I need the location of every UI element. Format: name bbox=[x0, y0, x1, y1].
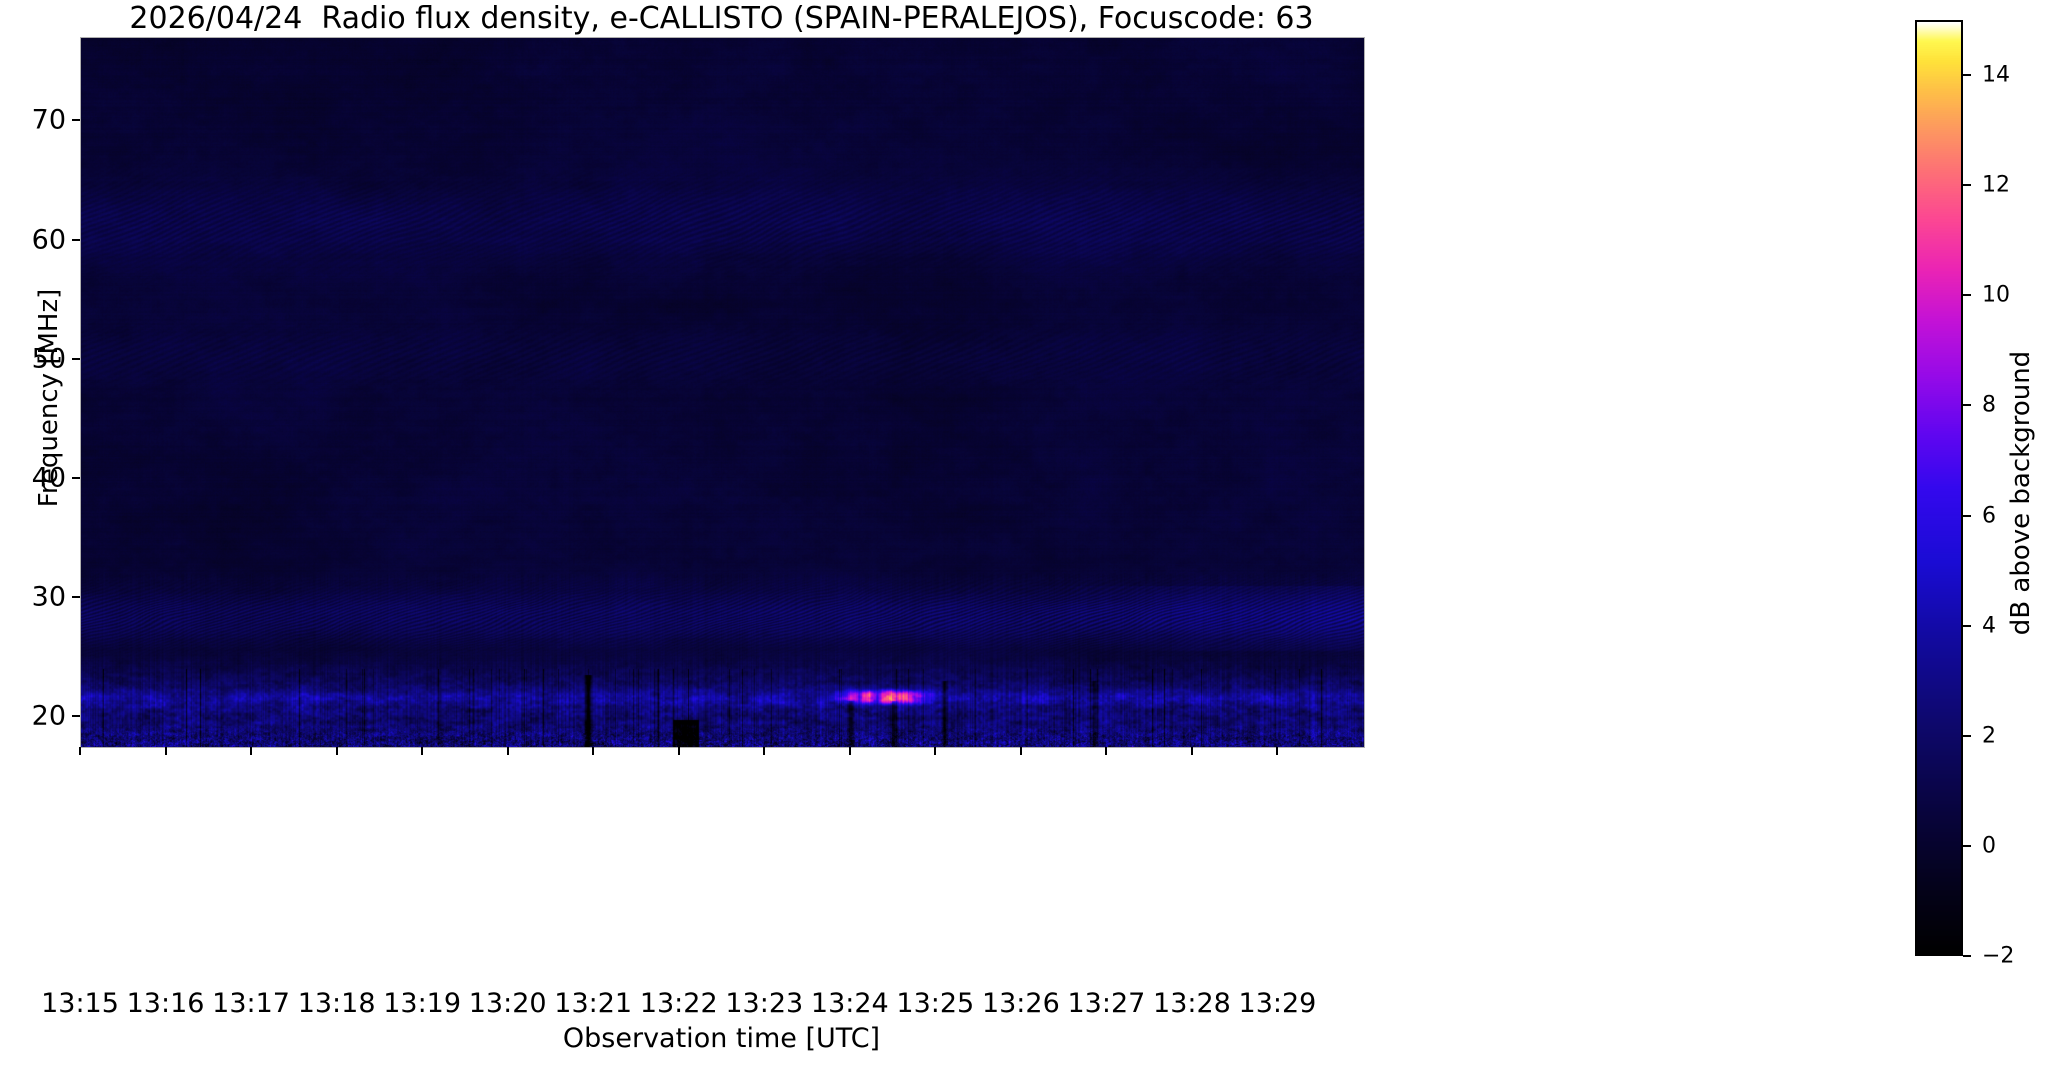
colorbar[interactable] bbox=[1915, 20, 1963, 956]
x-tick-mark bbox=[335, 747, 338, 755]
x-tick-mark bbox=[1019, 747, 1022, 755]
x-tick-label: 13:20 bbox=[468, 988, 547, 1019]
colorbar-tick-label: 0 bbox=[1982, 833, 1996, 859]
y-tick-mark bbox=[72, 119, 80, 122]
y-tick-label: 50 bbox=[31, 343, 66, 375]
x-tick-label: 13:23 bbox=[725, 988, 804, 1019]
x-tick-mark bbox=[250, 747, 253, 755]
y-tick-mark bbox=[72, 596, 80, 599]
colorbar-tick-mark bbox=[1963, 404, 1971, 407]
x-tick-label: 13:25 bbox=[896, 988, 975, 1019]
x-tick-label: 13:16 bbox=[126, 988, 205, 1019]
colorbar-tick-label: 4 bbox=[1982, 613, 1996, 639]
x-tick-label: 13:26 bbox=[981, 988, 1060, 1019]
y-tick-mark bbox=[72, 357, 80, 360]
x-tick-mark bbox=[848, 747, 851, 755]
page-title: 2026/04/24 Radio flux density, e-CALLIST… bbox=[129, 1, 1314, 36]
y-tick-mark bbox=[72, 476, 80, 479]
spectrogram-image bbox=[81, 38, 1364, 747]
x-tick-label: 13:15 bbox=[41, 988, 119, 1019]
y-tick-label: 60 bbox=[31, 224, 66, 256]
colorbar-tick-mark bbox=[1963, 734, 1971, 737]
colorbar-tick-mark bbox=[1963, 844, 1971, 847]
colorbar-gradient bbox=[1917, 22, 1961, 954]
y-tick-label: 20 bbox=[31, 700, 66, 732]
y-tick-mark bbox=[72, 238, 80, 241]
y-tick-label: 30 bbox=[31, 581, 66, 613]
x-tick-label: 13:24 bbox=[810, 988, 889, 1019]
y-tick-label: 40 bbox=[31, 462, 66, 494]
x-tick-label: 13:27 bbox=[1067, 988, 1146, 1019]
colorbar-tick-label: 10 bbox=[1982, 282, 2010, 308]
x-tick-mark bbox=[164, 747, 167, 755]
x-tick-mark bbox=[1276, 747, 1279, 755]
x-tick-label: 13:22 bbox=[639, 988, 718, 1019]
colorbar-label: dB above background bbox=[2006, 350, 2036, 636]
colorbar-tick-label: 6 bbox=[1982, 503, 1996, 529]
colorbar-tick-mark bbox=[1963, 294, 1971, 297]
x-tick-label: 13:19 bbox=[383, 988, 462, 1019]
y-tick-mark bbox=[72, 715, 80, 718]
colorbar-tick-mark bbox=[1963, 184, 1971, 187]
x-tick-mark bbox=[592, 747, 595, 755]
colorbar-tick-label: 12 bbox=[1982, 172, 2010, 198]
x-tick-label: 13:17 bbox=[212, 988, 290, 1019]
x-tick-mark bbox=[506, 747, 509, 755]
x-tick-label: 13:18 bbox=[297, 988, 376, 1019]
spectrogram-plot-area[interactable] bbox=[80, 37, 1365, 748]
x-tick-mark bbox=[763, 747, 766, 755]
colorbar-tick-mark bbox=[1963, 624, 1971, 627]
colorbar-tick-mark bbox=[1963, 74, 1971, 77]
colorbar-tick-label: 2 bbox=[1982, 723, 1996, 749]
colorbar-tick-mark bbox=[1963, 514, 1971, 517]
x-tick-label: 13:28 bbox=[1153, 988, 1231, 1019]
x-tick-mark bbox=[1105, 747, 1108, 755]
colorbar-tick-mark bbox=[1963, 955, 1971, 957]
x-tick-mark bbox=[79, 747, 81, 755]
y-tick-label: 70 bbox=[31, 104, 66, 136]
x-axis-label: Observation time [UTC] bbox=[562, 1023, 881, 1054]
x-tick-label: 13:29 bbox=[1238, 988, 1317, 1019]
y-axis-label: Frequency [MHz] bbox=[34, 288, 64, 508]
x-tick-mark bbox=[934, 747, 937, 755]
colorbar-tick-label: 8 bbox=[1982, 392, 1996, 418]
colorbar-tick-label: −2 bbox=[1982, 943, 2015, 969]
x-tick-mark bbox=[421, 747, 424, 755]
x-tick-mark bbox=[1190, 747, 1193, 755]
x-tick-label: 13:21 bbox=[554, 988, 633, 1019]
x-tick-mark bbox=[677, 747, 680, 755]
colorbar-tick-label: 14 bbox=[1982, 62, 2010, 88]
